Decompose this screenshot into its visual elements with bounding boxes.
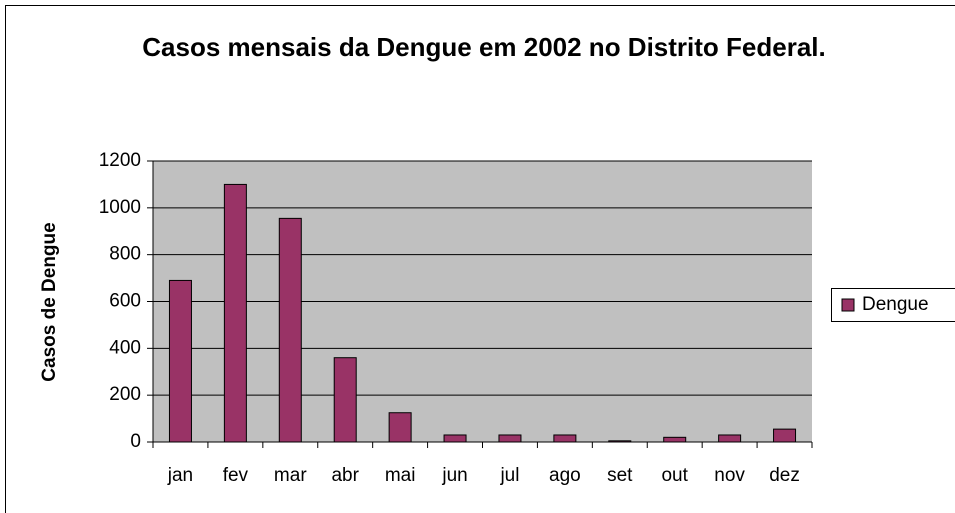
bar xyxy=(278,217,302,443)
bar xyxy=(608,440,632,443)
x-tick-label: out xyxy=(661,465,688,486)
x-tick-label: jan xyxy=(167,465,193,486)
y-axis-label: Casos de Dengue xyxy=(39,222,60,381)
x-tick-label: set xyxy=(607,465,633,486)
y-tick-label: 200 xyxy=(109,384,141,405)
x-tick-label: nov xyxy=(714,465,745,486)
y-tick-label: 1000 xyxy=(99,197,141,218)
y-tick-label: 800 xyxy=(109,244,141,265)
bar xyxy=(388,412,412,443)
x-tick-label: mar xyxy=(274,465,307,486)
x-tick-label: mai xyxy=(385,465,416,486)
chart-title: Casos mensais da Dengue em 2002 no Distr… xyxy=(142,32,826,62)
bar xyxy=(663,436,687,443)
y-tick-label: 600 xyxy=(109,291,141,312)
y-tick-label: 400 xyxy=(109,337,141,358)
bar xyxy=(718,434,742,443)
y-tick-label: 1200 xyxy=(99,150,141,171)
legend-swatch xyxy=(841,298,855,312)
x-tick-label: jul xyxy=(499,465,519,486)
bar xyxy=(443,434,467,443)
bar xyxy=(553,434,577,443)
bar xyxy=(223,183,247,443)
x-tick-label: fev xyxy=(223,465,249,486)
x-tick-label: abr xyxy=(331,465,359,486)
bar xyxy=(168,279,192,443)
x-tick-label: jun xyxy=(441,465,467,486)
x-tick-label: dez xyxy=(769,465,800,486)
bar xyxy=(773,428,797,443)
y-tick-label: 0 xyxy=(130,431,141,452)
legend-label: Dengue xyxy=(862,294,929,315)
bar xyxy=(333,357,357,443)
x-tick-label: ago xyxy=(549,465,581,486)
bar xyxy=(498,434,522,443)
